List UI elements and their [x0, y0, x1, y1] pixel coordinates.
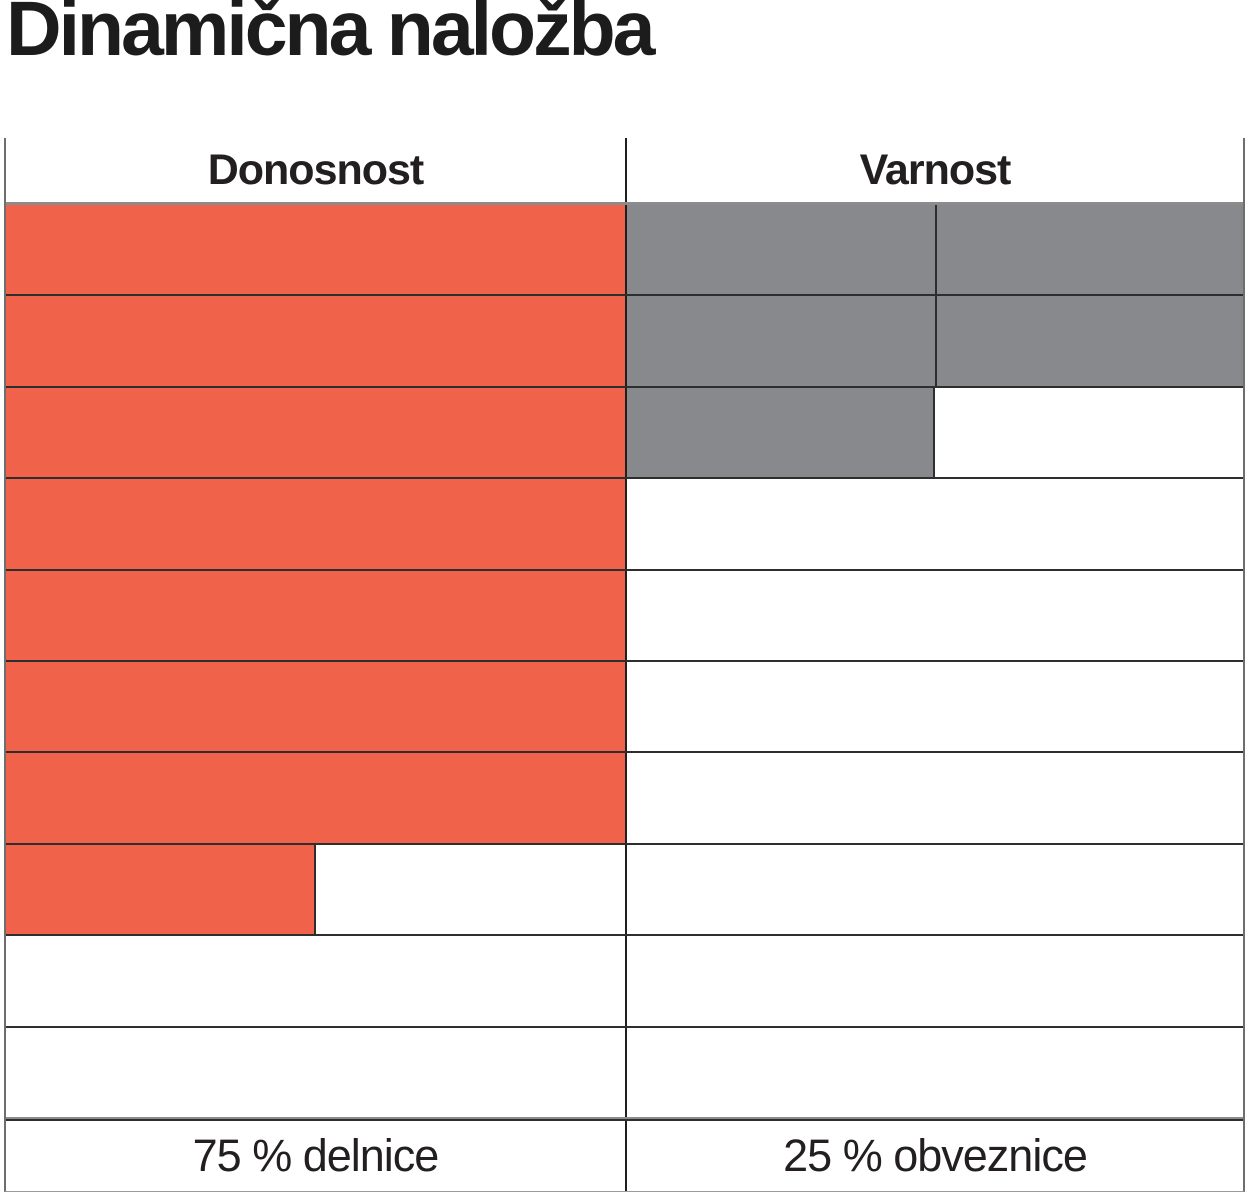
donosnost-rating-fill	[6, 387, 625, 478]
table-row	[6, 479, 1243, 571]
table-row	[6, 296, 1243, 388]
donosnost-rating-fill	[6, 753, 625, 843]
table-row	[6, 1027, 1243, 1120]
varnost-cell	[627, 205, 1243, 295]
table-rows	[6, 205, 1243, 1120]
footer-obveznice-label: 25 % obveznice	[783, 1130, 1088, 1181]
varnost-cell	[627, 662, 1243, 751]
table-row	[6, 844, 1243, 937]
donosnost-cell	[6, 387, 627, 478]
donosnost-rating-fill	[6, 296, 625, 386]
donosnost-rating-fill	[6, 662, 625, 752]
varnost-cell	[627, 753, 1243, 842]
donosnost-cell	[6, 844, 627, 935]
donosnost-cell	[6, 1027, 627, 1118]
half-divider-line	[935, 205, 937, 295]
varnost-cell	[627, 936, 1243, 1025]
rating-table: Donosnost Varnost 75 % delnice 25 % obve…	[4, 138, 1245, 1192]
header-varnost: Varnost	[859, 145, 1012, 194]
donosnost-rating-fill	[6, 205, 625, 295]
half-divider-line	[935, 296, 937, 386]
table-header-row: Donosnost Varnost	[6, 138, 1243, 205]
donosnost-rating-fill	[6, 570, 625, 661]
table-row	[6, 205, 1243, 297]
header-donosnost: Donosnost	[6, 138, 627, 202]
varnost-cell	[627, 845, 1243, 934]
donosnost-cell	[6, 296, 627, 386]
table-row	[6, 570, 1243, 663]
varnost-rating-fill	[627, 387, 935, 478]
table-row	[6, 936, 1243, 1028]
donosnost-cell	[6, 936, 627, 1026]
varnost-cell	[627, 296, 1243, 386]
donosnost-cell	[6, 662, 627, 752]
varnost-cell	[627, 479, 1243, 568]
varnost-cell	[627, 571, 1243, 660]
varnost-cell	[627, 387, 1243, 478]
table-row	[6, 387, 1243, 480]
donosnost-rating-fill	[6, 479, 625, 569]
table-row	[6, 753, 1243, 845]
donosnost-cell	[6, 753, 627, 843]
donosnost-cell	[6, 479, 627, 569]
footer-delnice-label: 75 % delnice	[6, 1121, 627, 1191]
table-footer-row: 75 % delnice 25 % obveznice	[6, 1119, 1243, 1191]
page-title: Dinamična naložba	[6, 0, 655, 72]
table-row	[6, 662, 1243, 754]
donosnost-cell	[6, 205, 627, 295]
donosnost-rating-fill	[6, 844, 316, 935]
donosnost-cell	[6, 570, 627, 661]
varnost-cell	[627, 1028, 1243, 1117]
